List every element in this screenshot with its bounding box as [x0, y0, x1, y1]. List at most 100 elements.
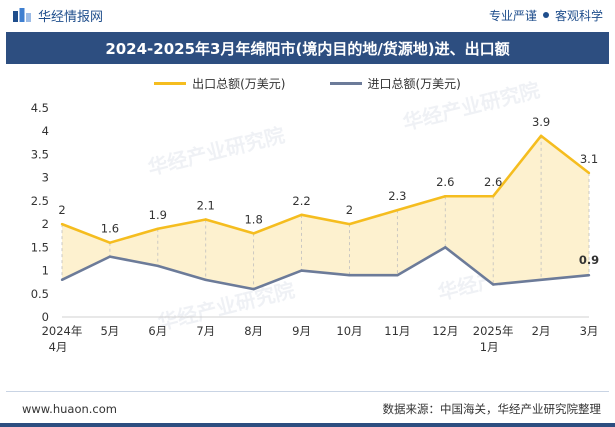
export-series-line-point [60, 222, 64, 226]
import-series-line-point [348, 274, 351, 277]
export-data-label: 2 [346, 203, 353, 217]
x-tick-label-line: 5月 [100, 324, 119, 338]
export-data-label: 2.6 [484, 175, 502, 189]
watermark-2: 华经产业研究院 [155, 278, 297, 335]
bottom-accent-bar [0, 423, 615, 427]
y-tick-label: 3 [42, 171, 49, 185]
export-series-line-point [587, 171, 591, 175]
export-data-label: 2.6 [436, 175, 454, 189]
legend-label-export: 出口总额(万美元) [192, 76, 286, 91]
footer-divider [6, 391, 609, 392]
x-tick-label-line: 12月 [432, 324, 458, 338]
brand-name: 华经情报网 [38, 9, 104, 25]
x-tick-label: 7月 [196, 324, 215, 338]
chart-title: 2024-2025年3月年绵阳市(境内目的地/货源地)进、出口额 [6, 32, 609, 64]
x-tick-label: 5月 [100, 324, 119, 338]
export-data-label: 2 [58, 203, 65, 217]
footer-website[interactable]: www.huaon.com [22, 402, 117, 416]
y-tick-label: 2.5 [31, 194, 49, 208]
legend-item-export[interactable]: 出口总额(万美元) [154, 75, 286, 92]
x-tick-label: 2月 [532, 324, 551, 338]
export-data-label: 2.1 [197, 198, 215, 212]
top-bar: 华经情报网 专业严谨 客观科学 [0, 0, 615, 30]
x-tick-label-line: 2月 [532, 324, 551, 338]
export-data-label: 2.2 [292, 194, 310, 208]
import-series-line-point [587, 274, 591, 277]
x-tick-label-line: 8月 [244, 324, 263, 338]
x-tick-label: 6月 [148, 324, 167, 338]
y-tick-label: 1 [42, 264, 49, 278]
watermark-1: 华经产业研究院 [400, 78, 542, 135]
watermark-0: 华经产业研究院 [145, 123, 287, 180]
export-series-line-point [444, 195, 447, 198]
x-tick-label-line: 7月 [196, 324, 215, 338]
legend-label-import: 进口总额(万美元) [367, 76, 461, 91]
x-tick-label: 2024年 4月 [42, 324, 83, 354]
export-series-line-point [348, 222, 351, 226]
slogan-secondary: 客观科学 [554, 8, 603, 23]
export-data-label: 2.3 [388, 189, 406, 203]
x-tick-label-line: 6月 [148, 324, 167, 338]
x-tick-label-line: 3月 [580, 324, 599, 338]
x-tick-label: 2025年 1月 [473, 324, 514, 354]
export-series-line-point [300, 213, 303, 217]
export-series-line [61, 134, 590, 244]
area-between-series [62, 135, 589, 290]
slogan-primary: 专业严谨 [488, 8, 537, 23]
y-tick-label: 0 [42, 310, 49, 324]
x-tick-label: 11月 [384, 324, 410, 338]
y-tick-label: 4.5 [31, 101, 49, 115]
legend-item-import[interactable]: 进口总额(万美元) [329, 75, 461, 92]
y-tick-label: 2 [42, 217, 49, 231]
import-series-line-point [300, 269, 303, 272]
export-series-line-point [108, 241, 112, 244]
x-tick-label: 9月 [292, 324, 311, 338]
y-tick-label: 1.5 [31, 240, 49, 254]
import-series-line-point [396, 274, 399, 277]
x-tick-label: 12月 [432, 324, 458, 338]
x-tick-label-line: 10月 [336, 324, 362, 338]
export-data-label: 3.9 [532, 115, 550, 129]
x-tick-label-line: 2024年 [42, 324, 83, 338]
export-series-line-point [396, 208, 399, 212]
import-data-label: 0.9 [579, 253, 599, 267]
export-series-line-point [204, 218, 207, 221]
export-data-label: 1.8 [244, 212, 262, 226]
export-series-line-point [539, 134, 543, 138]
legend: 出口总额(万美元) 进口总额(万美元) [0, 72, 615, 94]
x-tick-label: 10月 [336, 324, 362, 338]
slogan: 专业严谨 客观科学 [489, 7, 603, 24]
import-series-line-point [252, 287, 255, 291]
export-series-line-point [156, 227, 160, 230]
import-series-line-point [60, 278, 64, 282]
export-series-line-point [491, 195, 495, 198]
footer: www.huaon.com 数据来源：中国海关，华经产业研究院整理 [0, 396, 615, 422]
export-data-label: 1.9 [149, 208, 167, 222]
legend-swatch-import [329, 81, 362, 85]
import-series-line-point [444, 246, 447, 249]
brand-logo-icon [13, 8, 31, 22]
x-tick-label-line: 1月 [480, 340, 499, 354]
legend-swatch-export [154, 81, 187, 85]
brand[interactable]: 华经情报网 [12, 6, 103, 25]
x-tick-label-line: 9月 [292, 324, 311, 338]
import-series-line-point [108, 255, 112, 258]
x-tick-label-line: 2025年 [473, 324, 514, 338]
import-series-line-point [491, 283, 495, 286]
footer-source: 数据来源：中国海关，华经产业研究院整理 [382, 402, 602, 416]
separator-dot-icon [542, 12, 549, 18]
x-tick-label: 3月 [580, 324, 599, 338]
y-tick-label: 3.5 [31, 147, 49, 161]
import-series-line [61, 246, 590, 291]
export-series-line-point [252, 232, 255, 235]
export-data-label: 1.6 [101, 222, 119, 236]
import-series-line-point [156, 264, 160, 268]
export-data-label: 3.1 [580, 152, 598, 166]
x-tick-label-line: 11月 [384, 324, 410, 338]
x-tick-label: 8月 [244, 324, 263, 338]
import-series-line-point [204, 278, 207, 282]
import-series-line-point [539, 278, 543, 282]
y-tick-label: 0.5 [31, 287, 49, 301]
x-tick-label-line: 4月 [49, 340, 68, 354]
